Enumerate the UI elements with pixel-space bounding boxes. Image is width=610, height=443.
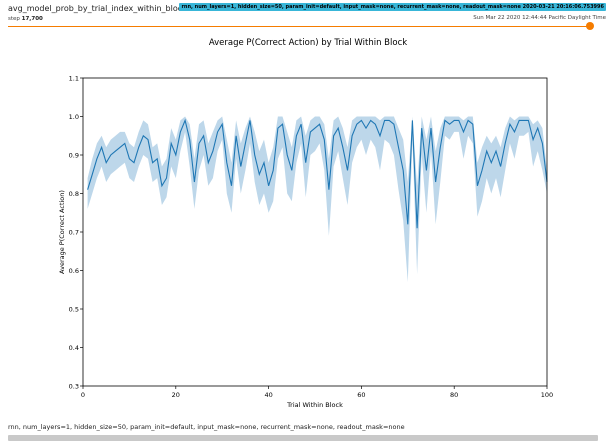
wall-time: Sun Mar 22 2020 12:44:44 Pacific Dayligh… (473, 15, 606, 21)
x-axis-ticks: 0 20 40 60 80 100 (81, 386, 553, 399)
run-label: rnn, num_layers=1, hidden_size=50, param… (8, 423, 405, 431)
x-tick-label: 0 (81, 391, 85, 399)
x-tick-label: 80 (450, 391, 458, 399)
x-tick-label: 20 (172, 391, 180, 399)
chart: Average P(Correct Action) by Trial Withi… (58, 38, 553, 409)
step-slider-track[interactable] (8, 26, 591, 27)
y-tick-label: 0.5 (69, 305, 79, 313)
confidence-band (87, 116, 547, 283)
step-slider-thumb[interactable] (586, 22, 594, 30)
y-tick-label: 1.0 (69, 113, 79, 121)
y-tick-label: 0.6 (69, 267, 79, 275)
y-axis-label: Average P(Correct Action) (58, 190, 66, 274)
run-chip[interactable]: rnn, num_layers=1, hidden_size=50, param… (179, 3, 606, 11)
x-tick-label: 60 (357, 391, 365, 399)
confidence-band-layer (87, 116, 547, 283)
y-tick-label: 1.1 (69, 74, 79, 82)
card-title: avg_model_prob_by_trial_index_within_blo… (8, 4, 187, 13)
step-indicator: step 17,700 (8, 16, 43, 22)
y-tick-label: 0.3 (69, 382, 79, 390)
y-tick-label: 0.4 (69, 344, 79, 352)
y-tick-label: 0.9 (69, 151, 79, 159)
y-axis-ticks: 0.3 0.4 0.5 0.6 0.7 0.8 0.9 1.0 1.1 (69, 74, 83, 390)
horizontal-scrollbar[interactable] (8, 435, 598, 441)
chart-title: Average P(Correct Action) by Trial Withi… (209, 38, 407, 48)
step-value: 17,700 (21, 16, 43, 22)
x-tick-label: 100 (541, 391, 553, 399)
x-axis-label: Trial Within Block (286, 401, 343, 409)
series-line (87, 118, 548, 229)
step-label: step (8, 16, 20, 22)
x-tick-label: 40 (264, 391, 272, 399)
y-tick-label: 0.7 (69, 228, 79, 236)
y-tick-label: 0.8 (69, 190, 79, 198)
series-line-layer (87, 118, 548, 229)
